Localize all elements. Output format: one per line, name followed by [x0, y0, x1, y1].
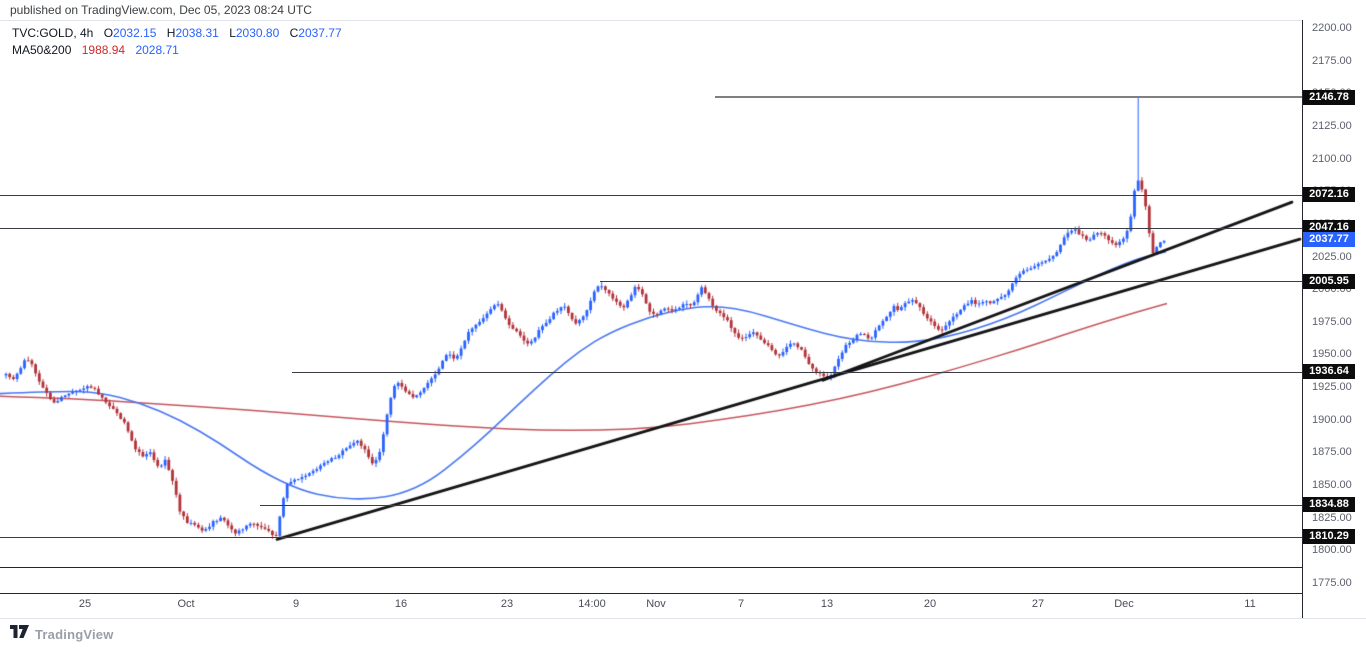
ma200-value: 1988.94	[81, 43, 126, 57]
time-tick-14:00: 14:00	[578, 598, 606, 610]
level-line-2146.78[interactable]	[715, 96, 1302, 98]
price-tick: 1950.00	[1312, 348, 1352, 361]
time-tick-9: 9	[292, 598, 300, 610]
price-tick: 1850.00	[1312, 479, 1352, 492]
symbol-title: TVC:GOLD, 4h	[12, 26, 94, 40]
legend-symbol-row: TVC:GOLD, 4h O2032.15 H2038.31 L2030.80 …	[12, 25, 342, 42]
ohlc-close: C2037.77	[289, 26, 342, 40]
ohlc-high: H2038.31	[166, 26, 219, 40]
price-tick: 1825.00	[1312, 511, 1352, 524]
time-tick-20: 20	[923, 598, 937, 610]
ohlc-open: O2032.15	[103, 26, 157, 40]
time-tick-Nov: Nov	[646, 598, 666, 610]
time-tick-27: 27	[1031, 598, 1045, 610]
price-tick: 2175.00	[1312, 54, 1352, 67]
level-price-label: 2047.16	[1303, 220, 1355, 236]
level-line-2047.16[interactable]	[0, 228, 1302, 229]
price-tick: 2025.00	[1312, 250, 1352, 263]
time-tick-11: 11	[1244, 598, 1256, 610]
time-tick-13: 13	[820, 598, 834, 610]
level-line-2072.16[interactable]	[0, 195, 1302, 196]
level-price-label: 2146.78	[1303, 90, 1355, 105]
time-tick-Dec: Dec	[1114, 598, 1134, 610]
time-axis[interactable]: 25 Oct 9 16 23 14:00 Nov 7 13 20 27 Dec 11	[0, 593, 1366, 618]
tradingview-logo-icon	[10, 624, 29, 644]
level-price-label: 2005.95	[1303, 273, 1355, 289]
level-price-label: 1936.64	[1303, 364, 1355, 380]
time-tick-16: 16	[394, 598, 408, 610]
price-axis[interactable]: 1775.00 1800.00 1825.00 1850.00 1875.00 1900.…	[1303, 20, 1366, 618]
level-price-label: 2072.16	[1303, 187, 1355, 203]
tradingview-logo[interactable]: TradingView	[10, 624, 114, 644]
price-tick: 1800.00	[1312, 544, 1352, 557]
price-tick: 1875.00	[1312, 446, 1352, 459]
time-tick-Oct: Oct	[177, 598, 195, 610]
ma50-value: 2028.71	[135, 43, 179, 57]
ohlc-low: L2030.80	[229, 26, 280, 40]
ma-label: MA50&200	[12, 43, 72, 57]
chart-legend: TVC:GOLD, 4h O2032.15 H2038.31 L2030.80 …	[12, 25, 342, 59]
level-line-1936.64[interactable]	[292, 372, 1302, 373]
level-line-1810.29[interactable]	[0, 537, 1302, 538]
level-line-1834.88[interactable]	[260, 505, 1302, 506]
price-axis-separator	[1302, 20, 1303, 618]
level-price-label: 1810.29	[1303, 529, 1355, 545]
level-price-label: 1834.88	[1303, 497, 1355, 513]
tradingview-logo-text: TradingView	[35, 626, 114, 642]
price-tick: 1775.00	[1312, 577, 1352, 589]
time-tick-25: 25	[78, 598, 92, 610]
price-tick: 1925.00	[1312, 381, 1352, 394]
time-tick-7: 7	[737, 598, 745, 610]
current-price-label: 2037.77	[1303, 232, 1355, 248]
price-tick: 1975.00	[1312, 315, 1352, 328]
price-tick: 2200.00	[1312, 22, 1352, 34]
time-tick-23: 23	[500, 598, 514, 610]
price-tick: 1900.00	[1312, 413, 1352, 426]
legend-ma-row: MA50&200 1988.94 2028.71	[12, 42, 342, 59]
price-tick: 2125.00	[1312, 119, 1352, 132]
level-line-2005.95[interactable]	[600, 281, 1302, 282]
price-tick: 2100.00	[1312, 152, 1352, 165]
